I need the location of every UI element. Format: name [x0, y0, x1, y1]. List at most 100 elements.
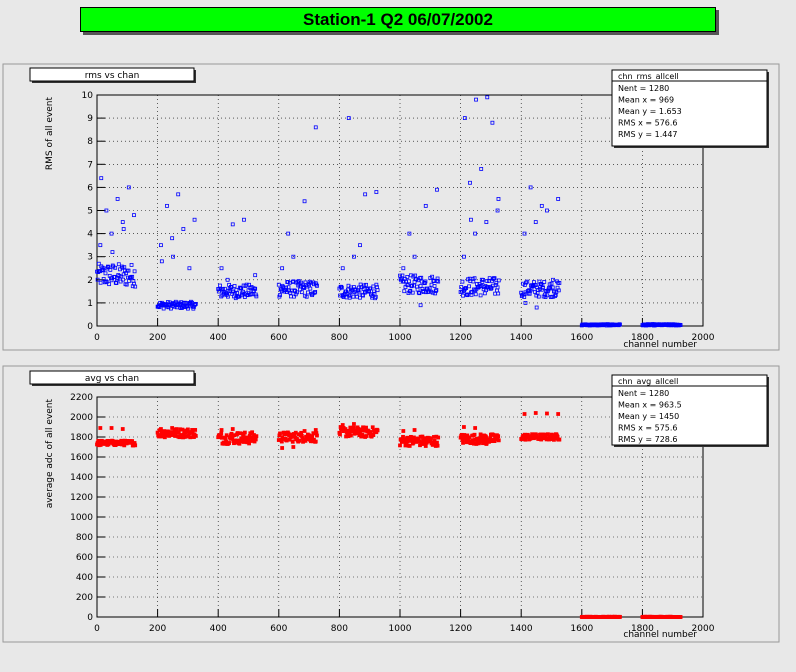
rms-point	[108, 267, 113, 272]
avg-point	[545, 411, 549, 416]
rms-point	[545, 208, 549, 213]
avg-point	[484, 442, 489, 446]
rms-point	[484, 220, 489, 224]
rms-point	[400, 273, 405, 278]
rms-point	[522, 295, 527, 299]
rms-title: rms vs chan	[85, 71, 140, 81]
rms-point	[225, 277, 230, 282]
rms-point	[114, 281, 119, 285]
avg-x-tick-label: 0	[94, 624, 100, 634]
rms-x-tick-label: 400	[210, 333, 227, 343]
rms-point	[435, 187, 439, 192]
avg-stats-box	[611, 374, 768, 446]
avg-point	[223, 436, 228, 441]
rms-point	[106, 264, 110, 269]
rms-point	[496, 278, 501, 283]
rms-y-tick-label: 2	[87, 276, 93, 286]
rms-y-tick-label: 9	[87, 114, 93, 124]
rms-y-tick-label: 7	[87, 160, 93, 170]
avg-x-tick-label: 1800	[631, 624, 654, 634]
avg-stats-line: Mean x = 963.5	[618, 401, 682, 410]
rms-point	[225, 294, 230, 299]
rms-point	[133, 284, 138, 289]
rms-point	[362, 290, 367, 295]
rms-point	[474, 97, 478, 102]
rms-point	[358, 295, 362, 300]
rms-point	[253, 273, 258, 278]
rms-y-tick-label: 4	[87, 230, 93, 240]
rms-point	[126, 185, 131, 190]
avg-point	[407, 444, 412, 448]
rms-point	[433, 291, 438, 296]
rms-point	[485, 95, 490, 100]
rms-point	[479, 167, 484, 171]
rms-point	[539, 203, 544, 208]
rms-point	[556, 197, 561, 201]
rms-point	[542, 280, 547, 284]
rms-point	[357, 290, 362, 295]
rms-point	[618, 322, 622, 327]
avg-point	[375, 428, 380, 433]
rms-point	[541, 285, 545, 290]
avg-y-tick-label: 1600	[70, 453, 93, 463]
avg-stats-name: chn_avg_allcell	[618, 377, 678, 386]
avg-y-tick-label: 2200	[70, 393, 93, 403]
rms-point	[373, 294, 378, 299]
rms-point	[351, 294, 356, 299]
rms-point	[339, 285, 344, 290]
rms-point	[409, 284, 414, 289]
avg-point	[352, 422, 356, 426]
rms-point	[553, 294, 558, 298]
avg-point	[340, 423, 345, 427]
avg-y-tick-label: 1400	[70, 473, 93, 483]
rms-point	[478, 293, 483, 298]
avg-point	[284, 438, 289, 443]
avg-point	[109, 426, 114, 430]
rms-point	[104, 280, 109, 284]
rms-point	[487, 276, 492, 281]
rms-x-tick-label: 0	[94, 333, 100, 343]
avg-point	[496, 434, 501, 439]
rms-stats-line: Mean x = 969	[618, 96, 674, 105]
rms-point	[185, 306, 190, 311]
rms-point	[678, 323, 683, 327]
rms-point	[284, 285, 288, 290]
rms-point	[187, 266, 192, 271]
rms-point	[104, 279, 108, 284]
avg-point	[253, 437, 258, 442]
rms-point	[374, 282, 379, 287]
avg-title: avg vs chan	[85, 374, 139, 384]
rms-point	[494, 280, 499, 285]
avg-x-tick-label: 400	[210, 624, 227, 634]
avg-point	[293, 430, 298, 435]
avg-point	[435, 443, 440, 448]
avg-y-tick-label: 800	[76, 533, 93, 543]
avg-x-tick-label: 800	[331, 624, 348, 634]
rms-stats-line: RMS y = 1.447	[618, 130, 678, 139]
rms-point	[254, 294, 259, 299]
rms-point	[468, 180, 472, 185]
avg-point	[133, 443, 138, 448]
rms-point	[430, 274, 435, 279]
rms-y-tick-label: 1	[87, 299, 93, 309]
rms-point	[116, 262, 121, 267]
avg-point	[349, 433, 353, 438]
avg-stats-line: Nent = 1280	[618, 389, 669, 398]
avg-point	[473, 426, 478, 430]
rms-point	[192, 217, 197, 222]
rms-point	[472, 276, 477, 281]
avg-point	[219, 428, 224, 432]
avg-x-tick-label: 200	[149, 624, 166, 634]
rms-point	[523, 300, 528, 305]
avg-point	[315, 433, 319, 438]
rms-point	[495, 285, 500, 290]
avg-point	[219, 431, 224, 436]
avg-point	[429, 436, 433, 441]
rms-y-axis-label: RMS of all event	[45, 97, 55, 171]
rms-point	[528, 185, 533, 190]
rms-stats-name: chn_rms_allcell	[618, 72, 679, 81]
rms-x-axis-label: channel number	[623, 340, 697, 350]
rms-point	[418, 303, 423, 308]
rms-point	[129, 263, 134, 267]
rms-point	[412, 254, 417, 259]
